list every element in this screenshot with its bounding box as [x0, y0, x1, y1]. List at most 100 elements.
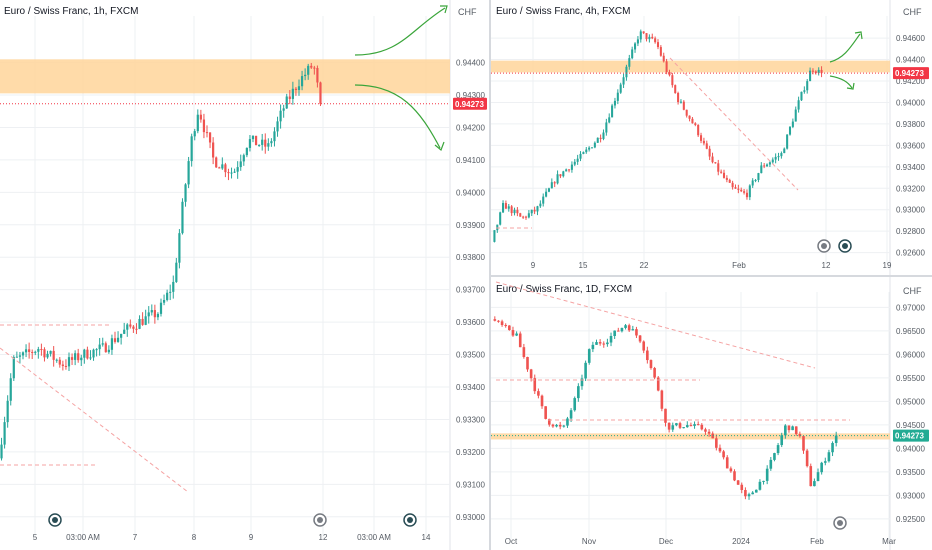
candle-body-h4 — [682, 101, 685, 110]
y-tick-label-d1: 0.97000 — [896, 303, 925, 312]
candle-body-h4 — [608, 117, 611, 123]
arrow-up-head-h4 — [854, 31, 863, 40]
candle-body-h1 — [58, 359, 61, 365]
candle-body-h4 — [582, 152, 585, 154]
candle-body-h4 — [714, 162, 717, 164]
candle-body-d1 — [500, 321, 504, 326]
candle-body-h4 — [760, 165, 763, 174]
last-price-badge-d1 — [893, 429, 929, 442]
candle-body-h1 — [153, 310, 156, 318]
candle-body-d1 — [704, 429, 707, 432]
y-tick-label-d1: 0.96000 — [896, 350, 925, 359]
candle-body-h4 — [771, 159, 774, 163]
candle-body-d1 — [573, 398, 577, 411]
candle-body-h4 — [662, 55, 665, 62]
candle-body-h1 — [239, 161, 242, 168]
candle-body-h1 — [37, 349, 40, 352]
event-icon-h4-dot — [842, 243, 848, 249]
candle-body-h1 — [34, 351, 37, 353]
candle-body-d1 — [762, 480, 765, 482]
candle-body-h1 — [215, 157, 218, 168]
x-tick-label-h4: Feb — [732, 261, 746, 270]
candle-body-h1 — [116, 337, 120, 342]
candle-body-d1 — [537, 391, 540, 396]
y-tick-label-h4: 0.93800 — [896, 120, 925, 129]
candle-body-h1 — [83, 349, 86, 358]
candle-body-h1 — [77, 353, 80, 361]
candle-body-h1 — [310, 65, 313, 68]
candle-body-h1 — [227, 172, 230, 174]
candle-body-h1 — [196, 114, 199, 132]
candle-body-d1 — [518, 333, 522, 348]
candle-body-h4 — [717, 163, 720, 172]
candle-body-d1 — [823, 461, 827, 463]
candle-body-h4 — [556, 174, 559, 184]
candle-body-h1 — [199, 114, 202, 120]
dashed-trend-h1 — [0, 347, 189, 493]
candle-body-h1 — [205, 132, 209, 134]
y-tick-label-h1: 0.93800 — [456, 253, 485, 262]
y-tick-label-h1: 0.93600 — [456, 318, 485, 327]
candle-body-h4 — [814, 71, 817, 73]
candle-body-h1 — [107, 349, 110, 353]
last-price-label-h1: 0.94273 — [455, 100, 484, 109]
candle-body-h4 — [542, 196, 545, 204]
y-tick-label-h4: 0.92600 — [896, 249, 925, 258]
x-tick-label-h4: 15 — [579, 261, 588, 270]
candle-body-h1 — [221, 164, 224, 169]
candle-body-h4 — [547, 188, 550, 192]
candle-body-d1 — [693, 424, 696, 426]
candle-body-h4 — [642, 31, 645, 34]
candle-body-h1 — [261, 139, 264, 145]
candle-body-d1 — [569, 410, 573, 419]
candle-body-h4 — [502, 203, 505, 213]
candle-body-h1 — [12, 356, 15, 379]
candle-body-h1 — [138, 318, 141, 329]
candle-body-h4 — [504, 203, 507, 209]
candle-body-h1 — [304, 74, 307, 77]
candle-body-h4 — [768, 162, 771, 165]
candle-body-d1 — [624, 325, 627, 328]
candle-body-d1 — [497, 320, 500, 322]
candle-body-d1 — [780, 435, 784, 446]
candle-body-d1 — [493, 319, 497, 321]
candle-body-h4 — [588, 147, 591, 150]
candle-body-d1 — [802, 436, 805, 451]
candle-body-d1 — [638, 335, 642, 342]
dashed-trend-d1 — [495, 281, 816, 369]
candle-body-d1 — [598, 342, 602, 344]
currency-label-h4: CHF — [903, 7, 922, 17]
candle-body-d1 — [620, 327, 624, 332]
candle-body-h4 — [754, 179, 757, 181]
candle-body-d1 — [711, 433, 715, 439]
candle-body-h4 — [524, 216, 528, 218]
arrow-down-h1 — [354, 84, 441, 149]
candle-body-d1 — [678, 423, 682, 428]
candle-body-d1 — [773, 453, 776, 460]
candle-body-h1 — [24, 349, 28, 353]
candle-body-h4 — [694, 123, 697, 125]
candle-body-d1 — [791, 426, 794, 431]
last-price-badge-h1 — [453, 97, 487, 110]
candle-body-h4 — [743, 191, 746, 193]
candle-body-h1 — [224, 164, 227, 173]
candle-body-h4 — [702, 140, 705, 144]
y-tick-label-h4: 0.94600 — [896, 34, 925, 43]
candle-body-d1 — [740, 484, 744, 491]
candle-body-h4 — [553, 182, 556, 184]
candle-body-h4 — [737, 188, 740, 190]
candle-body-h1 — [141, 318, 144, 325]
candle-body-h1 — [319, 82, 322, 104]
candle-body-h4 — [559, 174, 562, 177]
candle-body-d1 — [602, 343, 606, 345]
panel-h4: 0.94600 0.94400 0.94200 0.94000 0.93800 0.936… — [491, 16, 929, 270]
candle-body-h1 — [270, 141, 273, 144]
candle-body-h4 — [674, 85, 677, 94]
y-tick-label-h4: 0.92800 — [896, 227, 925, 236]
candle-body-h1 — [159, 302, 163, 314]
candle-body-h4 — [734, 187, 737, 189]
candle-body-h4 — [654, 38, 657, 43]
candle-body-h1 — [288, 96, 291, 99]
x-tick-label-h4: 12 — [822, 261, 831, 270]
candle-body-h4 — [740, 189, 743, 192]
